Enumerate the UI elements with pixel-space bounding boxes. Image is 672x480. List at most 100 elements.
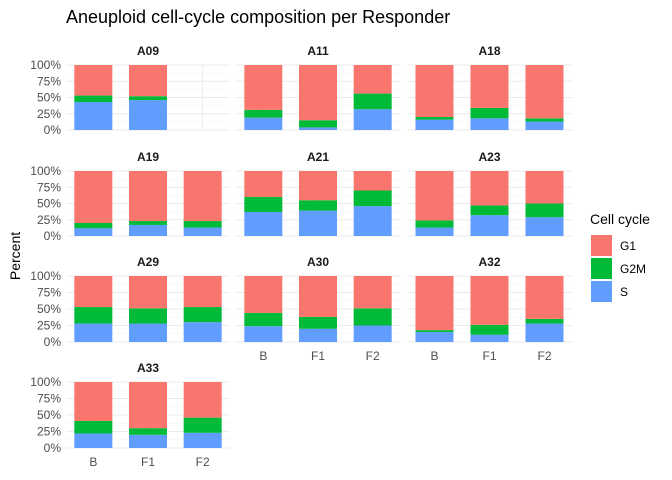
bar-s-a23-b — [415, 227, 454, 236]
bar-s-a11-b — [244, 117, 283, 130]
bar-s-a09-b — [74, 102, 113, 130]
facet-a09: A09 0% 25% 50% 75% 100% — [30, 44, 230, 137]
x-tick-label: B — [259, 349, 267, 363]
y-tick-label: 75% — [37, 286, 61, 300]
bar-g1-a18-f2 — [525, 65, 564, 119]
y-tick-label: 25% — [37, 319, 61, 333]
bar-g1-a19-f1 — [129, 171, 167, 222]
bar-g1-a23-b — [415, 171, 454, 221]
bar-s-a09-f1 — [129, 100, 167, 130]
facet-label: A33 — [137, 361, 159, 375]
bar-g2m-a21-f1 — [299, 200, 337, 211]
bar-s-a33-b — [74, 433, 113, 448]
facet-a11: A11 — [236, 44, 400, 131]
y-tick-label: 75% — [37, 74, 61, 88]
bar-s-a30-f1 — [299, 328, 337, 342]
facet-panels: A09 0% 25% 50% 75% 100% A11 A18 A19 0% 25% 50% 75% 10… — [30, 44, 572, 469]
y-tick-label: 25% — [37, 213, 61, 227]
bar-s-a29-b — [74, 323, 113, 342]
bar-g1-a30-b — [244, 276, 283, 313]
bar-g2m-a30-f1 — [299, 316, 337, 329]
bar-g2m-a33-b — [74, 420, 113, 434]
bar-g1-a23-f1 — [470, 171, 509, 206]
facet-label: A11 — [307, 44, 329, 58]
bar-s-a21-f1 — [299, 210, 337, 236]
bar-s-a18-b — [415, 119, 454, 130]
facet-label: A09 — [137, 44, 159, 58]
bar-g2m-a18-f1 — [470, 107, 509, 119]
bar-s-a23-f1 — [470, 215, 509, 236]
legend-label-s: S — [620, 285, 628, 299]
bar-g2m-a19-b — [74, 223, 113, 229]
chart-title: Aneuploid cell-cycle composition per Res… — [66, 7, 450, 27]
bar-g1-a30-f2 — [353, 276, 392, 309]
bar-g1-a09-b — [74, 65, 113, 96]
facet-label: A29 — [137, 255, 159, 269]
y-tick-label: 50% — [37, 302, 61, 316]
facet-label: A21 — [307, 150, 329, 164]
facet-label: A30 — [307, 255, 329, 269]
y-tick-label: 100% — [30, 58, 61, 72]
bar-g1-a19-f2 — [183, 171, 222, 222]
bar-g2m-a11-f1 — [299, 120, 337, 128]
y-tick-label: 50% — [37, 408, 61, 422]
bar-s-a33-f2 — [183, 432, 222, 448]
legend-title: Cell cycle — [590, 211, 650, 227]
facet-label: A19 — [137, 150, 159, 164]
bar-s-a21-f2 — [353, 206, 392, 236]
bar-g2m-a33-f2 — [183, 417, 222, 433]
facet-label: A23 — [478, 150, 500, 164]
y-tick-label: 75% — [37, 392, 61, 406]
bar-s-a19-f2 — [183, 227, 222, 236]
bar-g2m-a29-f2 — [183, 307, 222, 323]
bar-g1-a11-b — [244, 65, 283, 110]
bar-g2m-a29-f1 — [129, 308, 167, 324]
y-tick-label: 100% — [30, 269, 61, 283]
bar-g2m-a19-f1 — [129, 221, 167, 225]
bar-g1-a33-b — [74, 382, 113, 421]
facet-a30: A30 B F1 F2 — [236, 255, 400, 363]
y-tick-label: 25% — [37, 107, 61, 121]
bar-g1-a21-f2 — [353, 171, 392, 191]
bar-g2m-a11-f2 — [353, 93, 392, 110]
bar-g1-a21-b — [244, 171, 283, 197]
bar-g1-a11-f1 — [299, 65, 337, 121]
legend-key-g2m — [591, 258, 612, 279]
facet-a21: A21 — [236, 150, 400, 237]
x-tick-label: F1 — [482, 349, 496, 363]
bar-g1-a32-b — [415, 276, 454, 331]
bar-g2m-a30-f2 — [353, 308, 392, 326]
legend-label-g1: G1 — [620, 239, 636, 253]
legend-key-g1 — [591, 235, 612, 256]
bar-g2m-a21-f2 — [353, 190, 392, 207]
facet-label: A32 — [478, 255, 500, 269]
bar-g2m-a30-b — [244, 312, 283, 327]
bar-g1-a11-f2 — [353, 65, 392, 94]
bar-s-a33-f1 — [129, 434, 167, 448]
bar-g1-a09-f1 — [129, 65, 167, 97]
legend-label-g2m: G2M — [620, 262, 646, 276]
bar-g2m-a32-f2 — [525, 318, 564, 324]
x-tick-label: F1 — [141, 455, 155, 469]
bar-s-a32-f1 — [470, 334, 509, 342]
facet-a33: A33 0% 25% 50% 75% 100% B F1 F2 — [30, 361, 230, 469]
bar-s-a19-f1 — [129, 224, 167, 236]
bar-s-a19-b — [74, 228, 113, 236]
bar-g2m-a19-f2 — [183, 221, 222, 228]
bar-g2m-a29-b — [74, 307, 113, 324]
facet-a32: A32 B F1 F2 — [407, 255, 572, 363]
bar-s-a32-b — [415, 332, 454, 342]
bar-s-a11-f1 — [299, 127, 337, 130]
bar-g1-a19-b — [74, 171, 113, 223]
bar-s-a18-f1 — [470, 118, 509, 130]
bar-s-a32-f2 — [525, 323, 564, 342]
bar-s-a30-f2 — [353, 325, 392, 342]
facet-a29: A29 0% 25% 50% 75% 100% — [30, 255, 230, 349]
bar-g2m-a32-b — [415, 330, 454, 333]
bar-s-a21-b — [244, 211, 283, 236]
y-tick-label: 75% — [37, 180, 61, 194]
bar-g2m-a23-f1 — [470, 205, 509, 216]
y-tick-label: 0% — [44, 441, 62, 455]
bar-g1-a29-f1 — [129, 276, 167, 309]
